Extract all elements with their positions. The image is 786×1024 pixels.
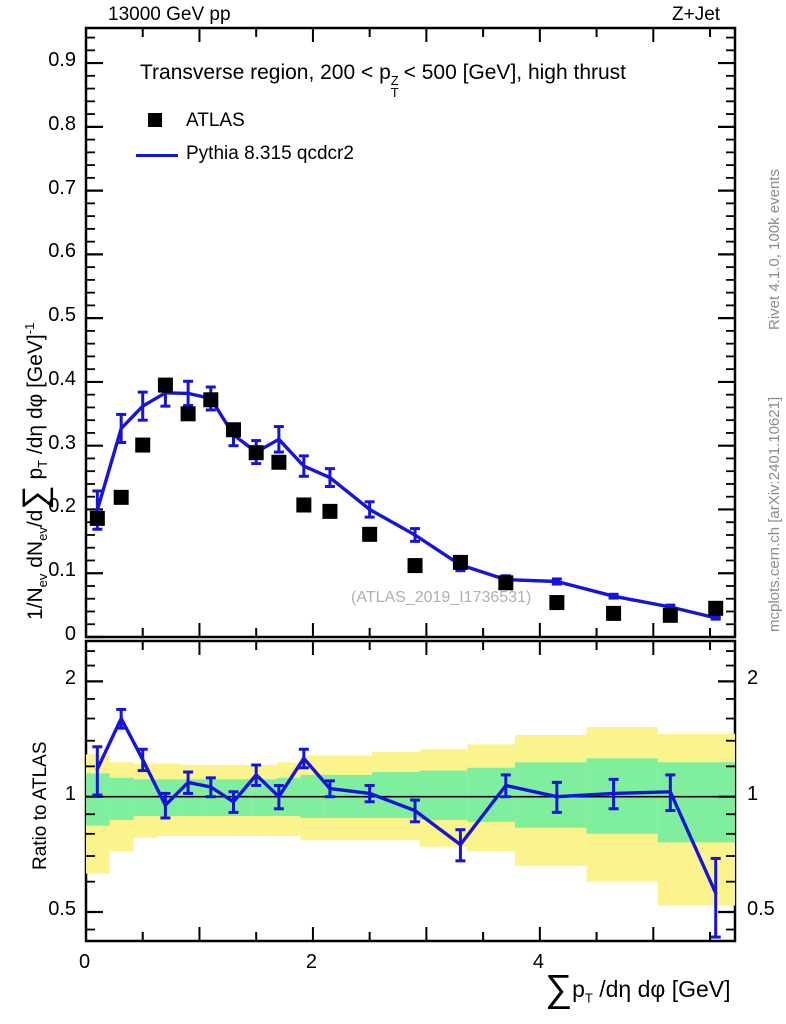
ratio-error-bars <box>92 707 721 939</box>
axis-tick-label-right: 1 <box>747 782 759 805</box>
pythia-curve <box>95 391 718 620</box>
axis-tick-label: 0.3 <box>48 431 76 454</box>
axis-tick-label: 0.1 <box>48 559 76 582</box>
axis-tick-label: 4 <box>532 951 544 973</box>
axis-tick-label-right: 0.5 <box>747 897 775 920</box>
axis-tick-label: 2 <box>305 951 318 973</box>
legend-label-atlas: ATLAS <box>186 110 245 131</box>
axis-tick-label: 0.6 <box>48 240 76 263</box>
legend-label-pythia: Pythia 8.315 qcdcr2 <box>186 143 354 164</box>
header-left-label: 13000 GeV pp <box>108 4 231 25</box>
xlbl-p: p <box>572 976 585 1002</box>
axis-tick-label: 0.5 <box>48 897 76 920</box>
axis-tick-label: 0 <box>79 951 91 973</box>
axis-tick-label: 1 <box>64 782 76 805</box>
title-sub: T <box>390 85 399 100</box>
main-panel-frame <box>84 26 737 639</box>
axis-tick-label: 0.7 <box>48 176 76 199</box>
axis-tick-label-right: 2 <box>747 667 759 690</box>
atlas-data-markers <box>89 377 724 623</box>
xlbl-p-sub: T <box>584 990 593 1006</box>
xlbl-rest: /dη dφ [GeV] <box>592 976 731 1002</box>
legend-marker-pythia <box>136 154 178 157</box>
axis-tick-label: 2 <box>64 667 76 690</box>
main-axis-ticks <box>85 28 735 639</box>
axis-tick-label: 0 <box>64 623 76 645</box>
uncertainty-bands <box>86 727 735 906</box>
axis-tick-label: 0.5 <box>48 304 76 327</box>
title-pre: Transverse region, 200 < p <box>140 61 391 84</box>
ratio-axis-ticks <box>85 641 735 941</box>
axis-tick-label: 0.9 <box>48 49 76 72</box>
sigma-icon-x: ∑ <box>545 968 573 1010</box>
title-sup: Z <box>390 73 399 88</box>
axis-tick-label: 0.4 <box>48 367 76 390</box>
header-right-label: Z+Jet <box>672 4 721 25</box>
axis-tick-label: 0.2 <box>48 495 76 518</box>
x-axis-label: ∑pT /dη dφ [GeV] <box>545 970 731 1008</box>
analysis-watermark: (ATLAS_2019_I1736531) <box>351 589 532 606</box>
legend-marker-atlas <box>148 113 162 127</box>
title-post: < 500 [GeV], high thrust <box>397 61 627 84</box>
axis-tick-label: 0.8 <box>48 112 76 135</box>
